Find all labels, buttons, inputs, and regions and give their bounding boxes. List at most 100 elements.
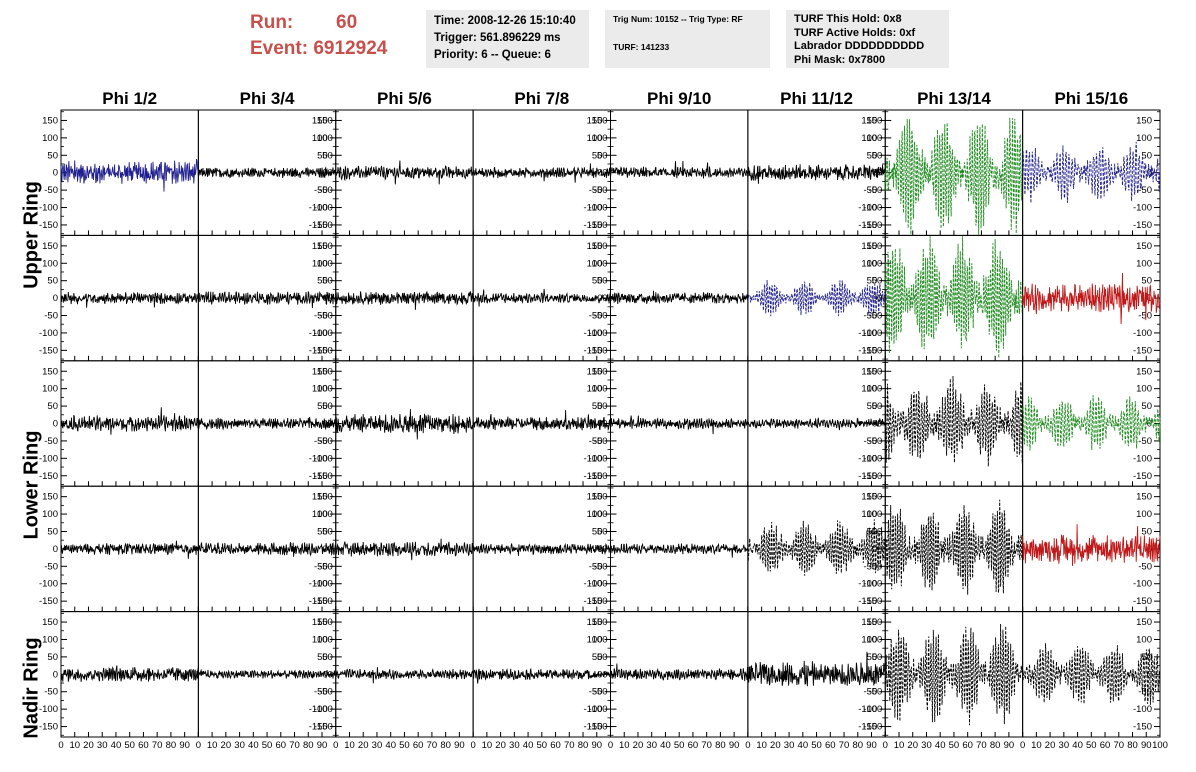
column-title: Phi 7/8 bbox=[514, 89, 569, 108]
waveform-trace bbox=[747, 279, 886, 317]
x-tick-label: 90 bbox=[454, 740, 465, 751]
y-tick-label: 100 bbox=[42, 258, 58, 269]
y-tick-label: -100 bbox=[858, 328, 877, 339]
y-tick-label: -100 bbox=[314, 704, 333, 715]
waveform-trace bbox=[884, 623, 1024, 726]
y-tick-label: 100 bbox=[861, 258, 877, 269]
y-tick-label: 50 bbox=[317, 276, 328, 287]
y-tick-label: -100 bbox=[588, 704, 607, 715]
panel-frame bbox=[1022, 234, 1161, 362]
y-tick-label: 100 bbox=[861, 634, 877, 645]
x-tick-label: 60 bbox=[1100, 740, 1111, 751]
y-tick-label: -150 bbox=[309, 220, 328, 231]
y-tick-label: 150 bbox=[587, 241, 603, 252]
y-tick-label: -50 bbox=[594, 311, 608, 322]
y-tick-label: -100 bbox=[863, 203, 882, 214]
y-tick-label: 150 bbox=[866, 366, 882, 377]
y-tick-label: -50 bbox=[589, 687, 603, 698]
x-tick-label: 10 bbox=[619, 740, 630, 751]
y-tick-label: 50 bbox=[872, 276, 883, 287]
y-tick-label: 100 bbox=[587, 133, 603, 144]
y-tick-label: 50 bbox=[867, 276, 878, 287]
y-tick-label: -50 bbox=[44, 561, 58, 572]
y-tick-label: -50 bbox=[1138, 687, 1152, 698]
column-title: Phi 9/10 bbox=[647, 89, 711, 108]
y-tick-label: 50 bbox=[322, 276, 333, 287]
trigger-info-box: Trig Num: 10152 -- Trig Type: RF TURF: 1… bbox=[605, 10, 770, 68]
y-tick-label: -50 bbox=[594, 185, 608, 196]
waveform-trace bbox=[60, 158, 199, 192]
labrador-text: Labrador DDDDDDDDDD bbox=[794, 40, 925, 52]
x-tick-label: 60 bbox=[276, 740, 287, 751]
y-tick-label: 150 bbox=[42, 241, 58, 252]
y-tick-label: 50 bbox=[872, 526, 883, 537]
y-tick-label: -100 bbox=[314, 328, 333, 339]
y-tick-label: 100 bbox=[1136, 133, 1152, 144]
x-tick-label: 30 bbox=[1059, 740, 1070, 751]
x-tick-label: 80 bbox=[303, 740, 314, 751]
y-tick-label: -50 bbox=[589, 185, 603, 196]
waveform-trace bbox=[1022, 272, 1161, 325]
y-tick-label: 50 bbox=[47, 652, 58, 663]
y-tick-label: -50 bbox=[869, 311, 883, 322]
y-tick-label: -150 bbox=[39, 596, 58, 607]
y-tick-label: 50 bbox=[317, 652, 328, 663]
y-tick-label: -150 bbox=[858, 722, 877, 733]
y-tick-label: 100 bbox=[592, 133, 608, 144]
x-tick-label: 30 bbox=[509, 740, 520, 751]
trigger-text: Trigger: 561.896229 ms bbox=[434, 32, 561, 44]
waveform-trace bbox=[335, 538, 474, 561]
y-tick-label: -100 bbox=[309, 203, 328, 214]
x-tick-label: 50 bbox=[262, 740, 273, 751]
x-tick-label: 70 bbox=[564, 740, 575, 751]
y-tick-label: 0 bbox=[53, 293, 58, 304]
waveform-trace bbox=[472, 288, 611, 307]
x-tick-label: 70 bbox=[701, 740, 712, 751]
y-tick-label: -150 bbox=[39, 722, 58, 733]
y-tick-label: -50 bbox=[589, 436, 603, 447]
waveform-trace bbox=[335, 160, 474, 185]
y-tick-label: 50 bbox=[1141, 150, 1152, 161]
waveform-trace bbox=[610, 542, 749, 558]
y-tick-label: -100 bbox=[583, 579, 602, 590]
y-tick-label: -150 bbox=[309, 722, 328, 733]
y-tick-label: 100 bbox=[861, 509, 877, 520]
y-tick-label: -150 bbox=[858, 471, 877, 482]
y-tick-label: 100 bbox=[42, 384, 58, 395]
y-tick-label: -50 bbox=[1138, 311, 1152, 322]
run-event-box: Run: 60 Event: 6912924 bbox=[250, 10, 410, 65]
y-tick-label: -50 bbox=[1138, 185, 1152, 196]
column-title: Phi 3/4 bbox=[240, 89, 295, 108]
y-tick-label: 150 bbox=[866, 617, 882, 628]
y-tick-label: 50 bbox=[872, 652, 883, 663]
y-tick-label: -150 bbox=[863, 345, 882, 356]
y-tick-label: 50 bbox=[1141, 276, 1152, 287]
x-tick-label: 90 bbox=[1004, 740, 1015, 751]
x-tick-label: 0 bbox=[58, 740, 63, 751]
column-title: Phi 1/2 bbox=[102, 89, 157, 108]
y-tick-label: -100 bbox=[588, 328, 607, 339]
y-tick-label: -100 bbox=[588, 579, 607, 590]
y-tick-label: 100 bbox=[587, 509, 603, 520]
y-tick-label: -100 bbox=[863, 704, 882, 715]
x-tick-label: 30 bbox=[646, 740, 657, 751]
y-tick-label: 0 bbox=[327, 168, 332, 179]
y-tick-label: -150 bbox=[863, 471, 882, 482]
x-tick-label: 20 bbox=[633, 740, 644, 751]
y-tick-label: -150 bbox=[858, 220, 877, 231]
x-tick-label: 0 bbox=[1020, 740, 1025, 751]
waveform-trace bbox=[1022, 395, 1161, 451]
y-tick-label: 150 bbox=[317, 492, 333, 503]
x-tick-label: 60 bbox=[825, 740, 836, 751]
y-tick-label: -50 bbox=[594, 687, 608, 698]
y-tick-label: 100 bbox=[587, 258, 603, 269]
y-tick-label: 150 bbox=[1136, 115, 1152, 126]
x-tick-label: 10 bbox=[344, 740, 355, 751]
x-tick-label: 40 bbox=[248, 740, 259, 751]
x-tick-label: 20 bbox=[495, 740, 506, 751]
y-tick-label: 100 bbox=[312, 133, 328, 144]
x-tick-label: 20 bbox=[770, 740, 781, 751]
run-value: 60 bbox=[336, 12, 358, 33]
x-tick-label: 70 bbox=[1113, 740, 1124, 751]
y-tick-label: 50 bbox=[47, 150, 58, 161]
